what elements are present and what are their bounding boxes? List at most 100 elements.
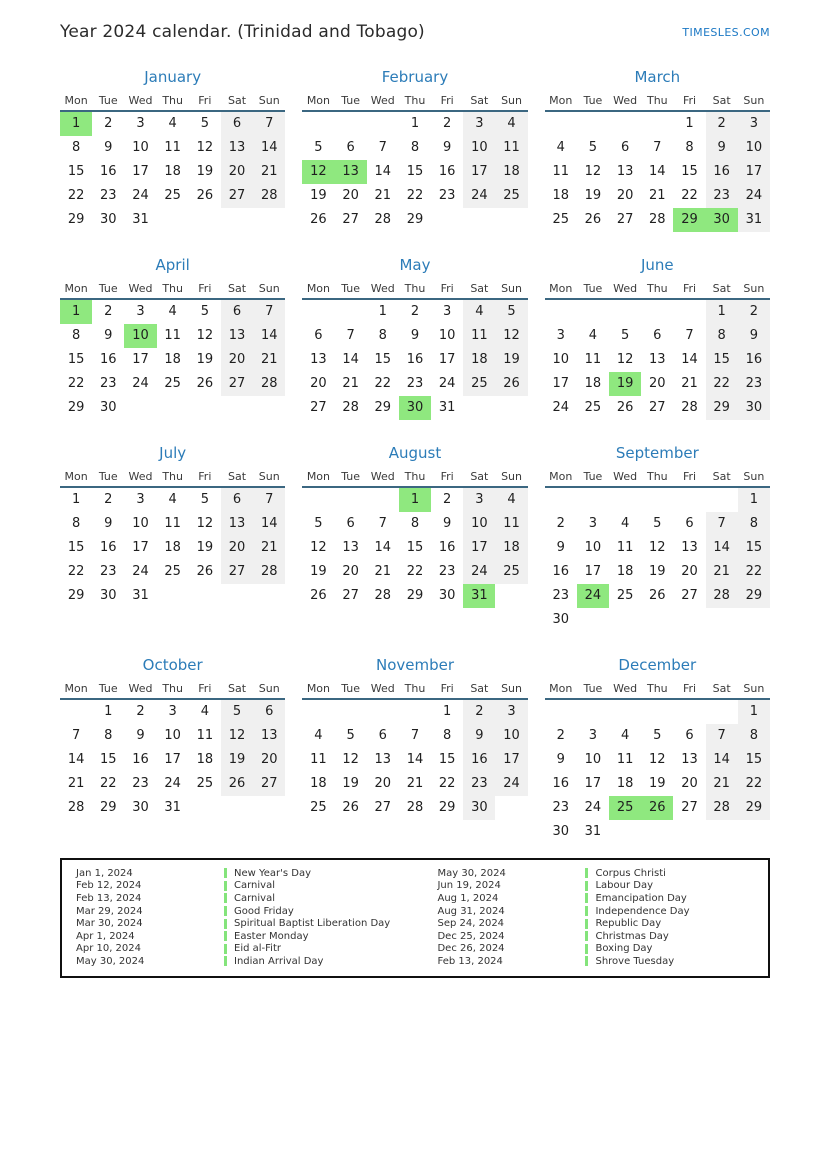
day-cell: 12 xyxy=(649,540,666,555)
day-cell: 15 xyxy=(681,164,698,179)
legend-color-bar xyxy=(585,868,589,879)
day-cell: 5 xyxy=(653,516,662,531)
day-cell: 17 xyxy=(438,352,456,367)
day-cell: 2 xyxy=(136,704,145,719)
week-row: 22 23 24 25 26 27 28 xyxy=(60,372,286,396)
day-cell: 25 xyxy=(310,800,327,815)
day-cell: 11 xyxy=(310,752,327,767)
weekday-label: Fri xyxy=(440,682,454,695)
legend-holiday-name: Eid al-Fitr xyxy=(234,943,281,955)
day-cell-empty xyxy=(609,300,641,324)
legend-date: May 30, 2024 xyxy=(76,955,145,967)
day-cell-empty xyxy=(706,488,738,512)
weekday-label: Mon xyxy=(64,470,88,483)
week-row: 11 12 13 14 15 16 17 xyxy=(545,160,770,184)
weekday-label: Mon xyxy=(64,682,88,695)
day-cell: 11 xyxy=(463,324,496,348)
week-row: 20 21 22 23 24 25 26 xyxy=(302,372,528,396)
page-header: Year 2024 calendar. (Trinidad and Tobago… xyxy=(60,22,770,42)
day-cell: 25 xyxy=(584,400,602,415)
day-cell-empty xyxy=(335,488,367,512)
holiday-cell: 30 xyxy=(705,208,738,232)
day-cell: 30 xyxy=(552,612,570,627)
weekday-label: Wed xyxy=(128,282,153,295)
legend-item: Dec 25, 2024 Christmas Day xyxy=(437,930,754,943)
day-cell: 11 xyxy=(164,328,181,343)
week-row: 26 27 28 29 30 31 xyxy=(302,584,527,608)
day-cell: 18 xyxy=(196,752,214,767)
day-cell: 22 xyxy=(438,776,456,791)
weekday-label: Tue xyxy=(98,682,118,695)
day-cell: 18 xyxy=(552,188,570,203)
day-cell: 5 xyxy=(653,728,662,743)
weekday-label: Wed xyxy=(613,94,638,107)
day-cell: 10 xyxy=(552,352,570,367)
legend-item: Sep 24, 2024 Republic Day xyxy=(437,917,754,930)
day-cell: 19 xyxy=(196,540,214,555)
day-cell: 28 xyxy=(253,184,286,208)
day-cell: 18 xyxy=(310,776,327,791)
day-cell-empty xyxy=(673,488,705,512)
weekday-label: Sat xyxy=(712,470,731,483)
day-cell: 10 xyxy=(463,512,496,536)
day-cell: 6 xyxy=(620,140,630,155)
day-cell: 26 xyxy=(220,772,254,796)
legend-item: Mar 29, 2024 Good Friday xyxy=(76,905,411,918)
day-cell: 9 xyxy=(104,516,113,531)
day-cell: 7 xyxy=(705,512,738,536)
day-cell: 23 xyxy=(705,184,738,208)
day-cell: 11 xyxy=(616,540,634,555)
day-cell: 19 xyxy=(342,776,359,791)
day-cell: 10 xyxy=(463,136,496,160)
month-title: October xyxy=(142,656,203,674)
day-cell: 2 xyxy=(104,304,113,319)
day-cell: 23 xyxy=(552,800,570,815)
weekday-label: Mon xyxy=(549,470,573,483)
weekday-label: Sun xyxy=(501,282,523,295)
weekday-label: Thu xyxy=(404,470,426,483)
day-cell: 1 xyxy=(737,488,770,512)
day-cell-empty xyxy=(738,820,770,844)
week-row: 27 28 29 30 31 xyxy=(302,396,527,420)
site-link[interactable]: TIMESLES.COM xyxy=(682,26,770,39)
day-cell: 14 xyxy=(649,164,666,179)
day-cell: 23 xyxy=(100,376,117,391)
day-cell: 25 xyxy=(164,376,181,391)
day-cell: 27 xyxy=(220,372,254,396)
day-cell-empty xyxy=(189,796,221,820)
day-cell-empty xyxy=(335,112,367,136)
day-cell: 1 xyxy=(737,700,770,724)
day-cell: 12 xyxy=(196,328,214,343)
day-cell-empty xyxy=(157,208,189,232)
day-cell: 5 xyxy=(200,116,209,131)
day-cell: 4 xyxy=(588,328,598,343)
day-cell: 19 xyxy=(196,164,214,179)
day-cell: 9 xyxy=(463,724,496,748)
day-cell: 29 xyxy=(100,800,117,815)
day-cell-empty xyxy=(609,488,641,512)
legend-holiday-name: Indian Arrival Day xyxy=(234,955,324,967)
day-cell: 25 xyxy=(552,212,570,227)
day-cell-empty xyxy=(545,300,577,324)
weekday-label: Sun xyxy=(743,94,765,107)
day-cell-empty xyxy=(738,608,770,632)
day-cell: 1 xyxy=(410,116,420,131)
holiday-cell: 29 xyxy=(673,208,706,232)
week-row: 28 29 30 31 xyxy=(60,796,285,820)
weekday-label: Wed xyxy=(370,94,395,107)
day-cell: 2 xyxy=(705,112,738,136)
weekday-label: Fri xyxy=(198,282,212,295)
day-cell-empty xyxy=(577,488,609,512)
day-cell: 12 xyxy=(342,752,359,767)
week-row: 18 19 20 21 22 23 24 xyxy=(302,772,528,796)
weekday-label: Fri xyxy=(682,94,697,107)
legend-holiday-name: Carnival xyxy=(234,892,275,904)
weekday-label: Fri xyxy=(682,470,697,483)
calendar-page: Year 2024 calendar. (Trinidad and Tobago… xyxy=(60,22,770,978)
weekday-label: Sat xyxy=(470,94,489,107)
day-cell: 10 xyxy=(164,728,181,743)
week-row: 15 16 17 18 19 20 21 xyxy=(60,348,286,372)
